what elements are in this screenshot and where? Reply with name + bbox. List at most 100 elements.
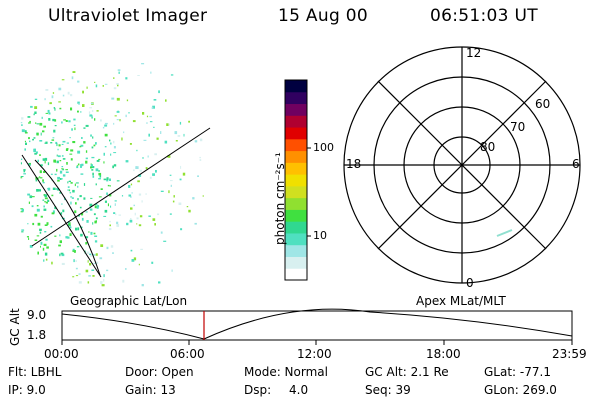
colorbar-swatch	[285, 162, 307, 175]
aurora-speckle	[149, 176, 152, 179]
aurora-speckle	[73, 259, 75, 263]
aurora-speckle	[92, 172, 94, 176]
aurora-speckle	[76, 166, 79, 169]
aurora-speckle	[24, 132, 28, 134]
aurora-speckle	[141, 284, 144, 287]
aurora-speckle	[53, 107, 55, 109]
aurora-speckle	[197, 175, 199, 177]
gc-alt-info: GC Alt: 2.1 Re	[365, 365, 449, 379]
aurora-speckle	[108, 228, 112, 231]
aurora-speckle	[28, 137, 30, 140]
aurora-speckle	[56, 168, 58, 172]
aurora-speckle	[91, 117, 93, 119]
aurora-speckle	[112, 140, 115, 144]
aurora-speckle	[94, 118, 96, 121]
mlt-label-18: 18	[346, 157, 362, 171]
aurora-speckle	[106, 192, 108, 195]
aurora-speckle	[93, 262, 96, 264]
aurora-speckle	[85, 160, 88, 164]
aurora-speckle	[67, 221, 70, 224]
aurora-speckle	[102, 85, 104, 87]
aurora-speckle	[98, 158, 101, 160]
aurora-speckle	[113, 146, 116, 149]
aurora-speckle	[91, 146, 94, 149]
mode-info: Mode: Normal	[244, 365, 328, 379]
aurora-speckle	[89, 203, 93, 207]
aurora-speckle	[95, 142, 97, 145]
aurora-speckle	[96, 205, 99, 209]
aurora-speckle	[116, 97, 120, 101]
aurora-speckle	[77, 198, 79, 201]
aurora-speckle	[77, 101, 80, 104]
aurora-speckle	[125, 77, 128, 80]
aurora-speckle	[149, 121, 153, 123]
aurora-speckle	[36, 189, 39, 192]
aurora-speckle	[137, 180, 140, 183]
aurora-speckle	[78, 273, 81, 275]
aurora-speckle	[110, 142, 112, 145]
aurora-speckle	[70, 158, 73, 161]
y-tick-9: 9.0	[27, 308, 47, 322]
aurora-speckle	[62, 94, 65, 97]
aurora-speckle	[158, 90, 160, 94]
aurora-speckle	[46, 246, 49, 249]
aurora-speckle	[52, 118, 55, 122]
colorbar-frame	[284, 79, 308, 281]
aurora-speckle	[21, 129, 25, 133]
aurora-speckle	[42, 181, 45, 184]
aurora-speckle	[61, 168, 64, 170]
aurora-speckle	[43, 171, 46, 173]
aurora-speckle	[88, 275, 91, 277]
aurora-speckle	[36, 151, 38, 154]
aurora-speckle	[104, 124, 108, 127]
aurora-speckle	[62, 169, 65, 171]
aurora-speckle	[65, 169, 68, 171]
aurora-speckle	[65, 120, 68, 122]
dsp-value: 4.0	[289, 383, 309, 397]
aurora-speckle	[67, 189, 70, 191]
aurora-speckle	[72, 71, 76, 73]
aurora-speckle	[40, 245, 41, 248]
aurora-speckle	[74, 210, 77, 214]
aurora-speckle	[165, 99, 167, 102]
aurora-speckle	[52, 187, 56, 190]
grid-line	[31, 127, 211, 247]
aurora-speckle	[21, 158, 23, 160]
aurora-speckle	[133, 204, 135, 207]
aurora-speckle	[36, 132, 39, 136]
aurora-speckle	[91, 156, 95, 159]
aurora-speckle	[116, 119, 119, 121]
aurora-speckle	[35, 122, 37, 124]
lat-label-70: 70	[510, 120, 526, 134]
aurora-speckle	[102, 126, 105, 129]
aurora-speckle	[104, 209, 108, 213]
aurora-speckle	[88, 231, 90, 233]
aurora-speckle	[70, 107, 73, 111]
aurora-speckle	[45, 112, 49, 114]
aurora-speckle	[109, 139, 111, 142]
aurora-speckle	[42, 130, 45, 133]
aurora-speckle	[61, 79, 65, 81]
aurora-speckle	[192, 197, 195, 200]
aurora-speckle	[55, 141, 58, 144]
aurora-speckle	[104, 200, 107, 203]
aurora-speckle	[71, 76, 74, 80]
aurora-speckle	[42, 158, 45, 161]
colorbar-swatch	[285, 80, 307, 93]
aurora-speckle	[169, 213, 172, 215]
filter-info: Flt: LBHL	[8, 365, 62, 379]
timeline-frame	[61, 310, 573, 341]
aurora-speckle	[24, 148, 26, 151]
timeline-plot	[61, 308, 573, 345]
aurora-speckle	[104, 133, 108, 137]
aurora-speckle	[94, 220, 97, 224]
aurora-speckle	[138, 263, 140, 266]
aurora-speckle	[125, 160, 129, 163]
aurora-speckle	[96, 110, 99, 112]
aurora-speckle	[126, 99, 129, 102]
aurora-speckle	[75, 275, 79, 277]
aurora-speckle	[83, 183, 86, 186]
aurora-speckle	[85, 242, 88, 245]
aurora-speckle	[92, 136, 94, 139]
